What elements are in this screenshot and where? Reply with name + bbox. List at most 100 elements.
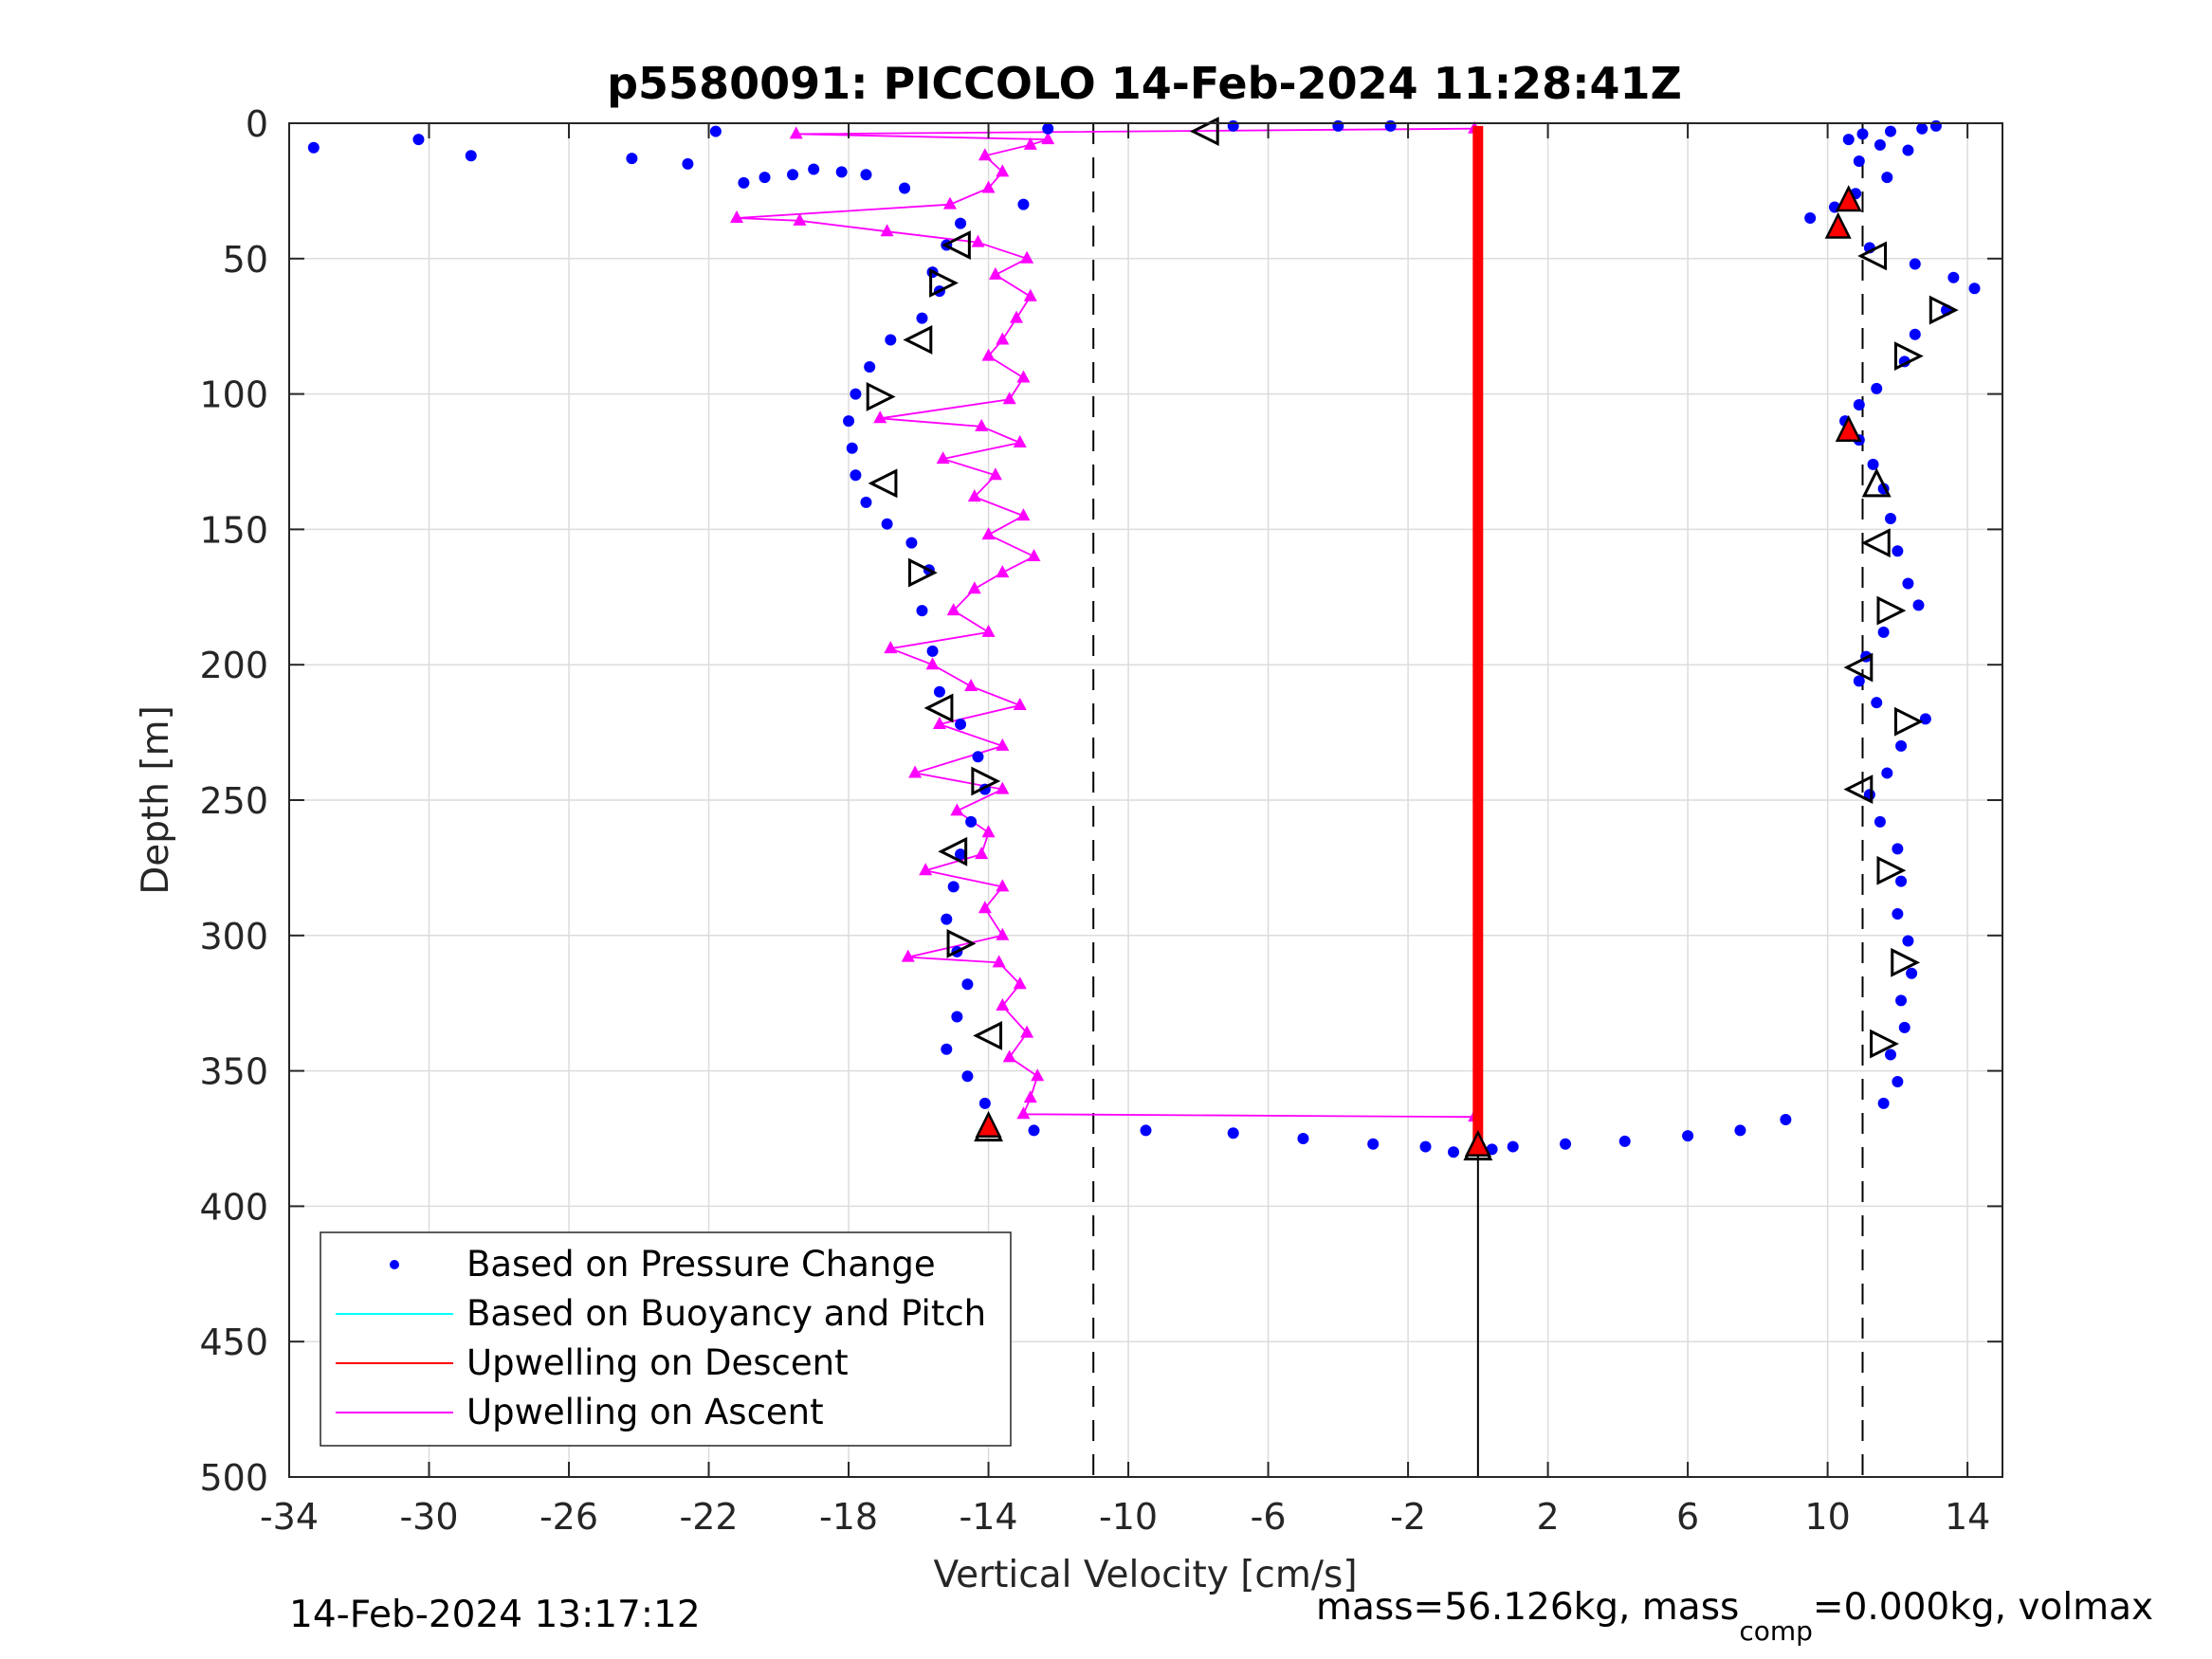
pressure-descent-point	[1902, 935, 1914, 947]
y-tick-label: 450	[199, 1322, 268, 1363]
pressure-ascent-point	[850, 388, 862, 400]
legend-marker-pressure	[390, 1260, 399, 1269]
upwelling-ascent-marker	[1023, 1090, 1037, 1103]
pressure-ascent-point	[899, 182, 911, 194]
footer-mass-rest: =0.000kg, volmax	[1813, 1586, 2153, 1629]
pressure-ascent-point	[738, 176, 750, 189]
upwelling-ascent-marker	[873, 410, 887, 424]
pressure-descent-point	[1884, 125, 1896, 137]
upwelling-ascent-marker	[988, 266, 1002, 280]
upwelling-ascent-marker	[988, 467, 1002, 481]
pressure-ascent-point	[835, 166, 848, 178]
x-axis-label: Vertical Velocity [cm/s]	[933, 1554, 1357, 1596]
pressure-descent-point	[1618, 1135, 1631, 1147]
x-tick-label: -14	[960, 1496, 1018, 1538]
upwelling-ascent-marker	[996, 332, 1010, 345]
legend-entry-upwelling-ascent: Upwelling on Ascent	[336, 1392, 824, 1432]
upwelling-ascent-marker	[789, 126, 803, 139]
x-tick-label: -34	[260, 1496, 319, 1538]
pressure-ascent-point	[465, 150, 477, 162]
pressure-ascent-point	[955, 217, 967, 229]
open-triangle-marker	[907, 557, 938, 588]
pressure-ascent-point	[916, 312, 928, 324]
pressure-ascent-point	[860, 496, 872, 508]
pressure-ascent-point	[808, 163, 820, 175]
upwelling-ascent-line	[736, 127, 1475, 1119]
marker-layer	[866, 117, 1959, 1161]
pressure-ascent-point	[759, 172, 771, 184]
pressure-descent-point	[1881, 172, 1893, 184]
open-triangle-marker	[1860, 528, 1891, 558]
pressure-descent-point	[1877, 1097, 1890, 1109]
y-tick-label: 400	[199, 1186, 268, 1228]
pressure-ascent-point	[1297, 1133, 1309, 1144]
open-triangle-marker	[1893, 706, 1924, 737]
pressure-descent-point	[1898, 1021, 1910, 1033]
upwelling-ascent-marker	[992, 955, 1006, 968]
pressure-descent-point	[1867, 458, 1879, 470]
x-tick-label: 6	[1676, 1496, 1699, 1538]
footer-timestamp: 14-Feb-2024 13:17:12	[289, 1594, 701, 1636]
pressure-ascent-point	[1367, 1138, 1380, 1150]
open-triangle-marker	[971, 766, 1001, 796]
open-triangle-marker	[1929, 295, 1959, 325]
pressure-ascent-point	[916, 605, 928, 617]
upwelling-ascent-marker	[975, 847, 989, 860]
upwelling-ascent-marker	[932, 717, 946, 730]
pressure-descent-point	[1929, 119, 1942, 132]
footer-mass-info: mass=56.126kg, masscomp=0.000kg, volmax	[1316, 1586, 2153, 1647]
open-triangle-marker	[1189, 117, 1219, 146]
upwelling-ascent-marker	[1002, 1049, 1016, 1063]
pressure-descent-point	[1871, 697, 1883, 709]
x-tick-label: -30	[399, 1496, 458, 1538]
open-triangle-marker	[868, 468, 898, 499]
upwelling-ascent-marker	[1020, 250, 1034, 264]
pressure-descent-point	[1780, 1114, 1792, 1126]
reference-lines	[1092, 123, 1864, 1477]
red-triangle-marker	[1835, 185, 1862, 212]
upwelling-ascent-marker	[975, 418, 989, 431]
pressure-ascent-point	[1227, 119, 1239, 132]
red-triangle-marker	[1464, 1129, 1491, 1157]
y-tick-label: 300	[199, 916, 268, 957]
upwelling-ascent-marker	[978, 148, 992, 161]
pressure-ascent-point	[864, 361, 876, 374]
y-axis-label: Depth [m]	[135, 705, 177, 895]
upwelling-ascent-marker	[996, 879, 1010, 892]
pressure-ascent-point	[1042, 122, 1054, 135]
pressure-ascent-point	[709, 125, 722, 137]
footer-mass-sub: comp	[1739, 1615, 1813, 1647]
pressure-ascent-point	[682, 157, 694, 170]
upwelling-ascent-marker	[946, 603, 960, 616]
pressure-ascent-point	[1227, 1127, 1239, 1139]
x-tick-label: -22	[679, 1496, 738, 1538]
pressure-descent-point	[1895, 994, 1908, 1007]
pressure-ascent-point	[860, 169, 872, 181]
open-triangle-marker	[973, 1021, 1003, 1050]
y-tick-label: 500	[199, 1457, 268, 1499]
legend-entry-pressure: Based on Pressure Change	[390, 1244, 936, 1285]
pressure-ascent-point	[941, 1043, 953, 1055]
pressure-ascent-point	[1384, 119, 1397, 132]
upwelling-ascent-marker	[1002, 392, 1016, 405]
open-triangle-marker	[938, 836, 968, 866]
pressure-descent-point	[1853, 675, 1865, 687]
upwelling-ascent-marker	[981, 624, 996, 637]
pressure-ascent-point	[978, 1097, 991, 1109]
x-axis-ticks: -34 -30 -26 -22 -18 -14 -10 -6 -2 2 6 10 14	[260, 123, 1990, 1538]
pressure-descent-point	[1560, 1138, 1572, 1150]
y-axis-ticks: 0 50 100 150 200 250 300 350 400 450 500	[199, 103, 2002, 1499]
pressure-descent-point	[1916, 122, 1929, 135]
pressure-ascent-point	[1419, 1140, 1432, 1153]
x-tick-label: -18	[819, 1496, 878, 1538]
pressure-descent-point	[1912, 599, 1925, 611]
pressure-descent-point	[1895, 739, 1908, 752]
pressure-ascent-point	[626, 153, 638, 165]
pressure-descent-point	[1877, 626, 1890, 638]
pressure-descent-point	[1892, 843, 1904, 855]
legend-label-buoyancy: Based on Buoyancy and Pitch	[466, 1293, 986, 1334]
upwelling-ascent-marker	[967, 581, 981, 594]
upwelling-ascent-marker	[996, 781, 1010, 794]
pressure-ascent-point	[1332, 119, 1344, 132]
